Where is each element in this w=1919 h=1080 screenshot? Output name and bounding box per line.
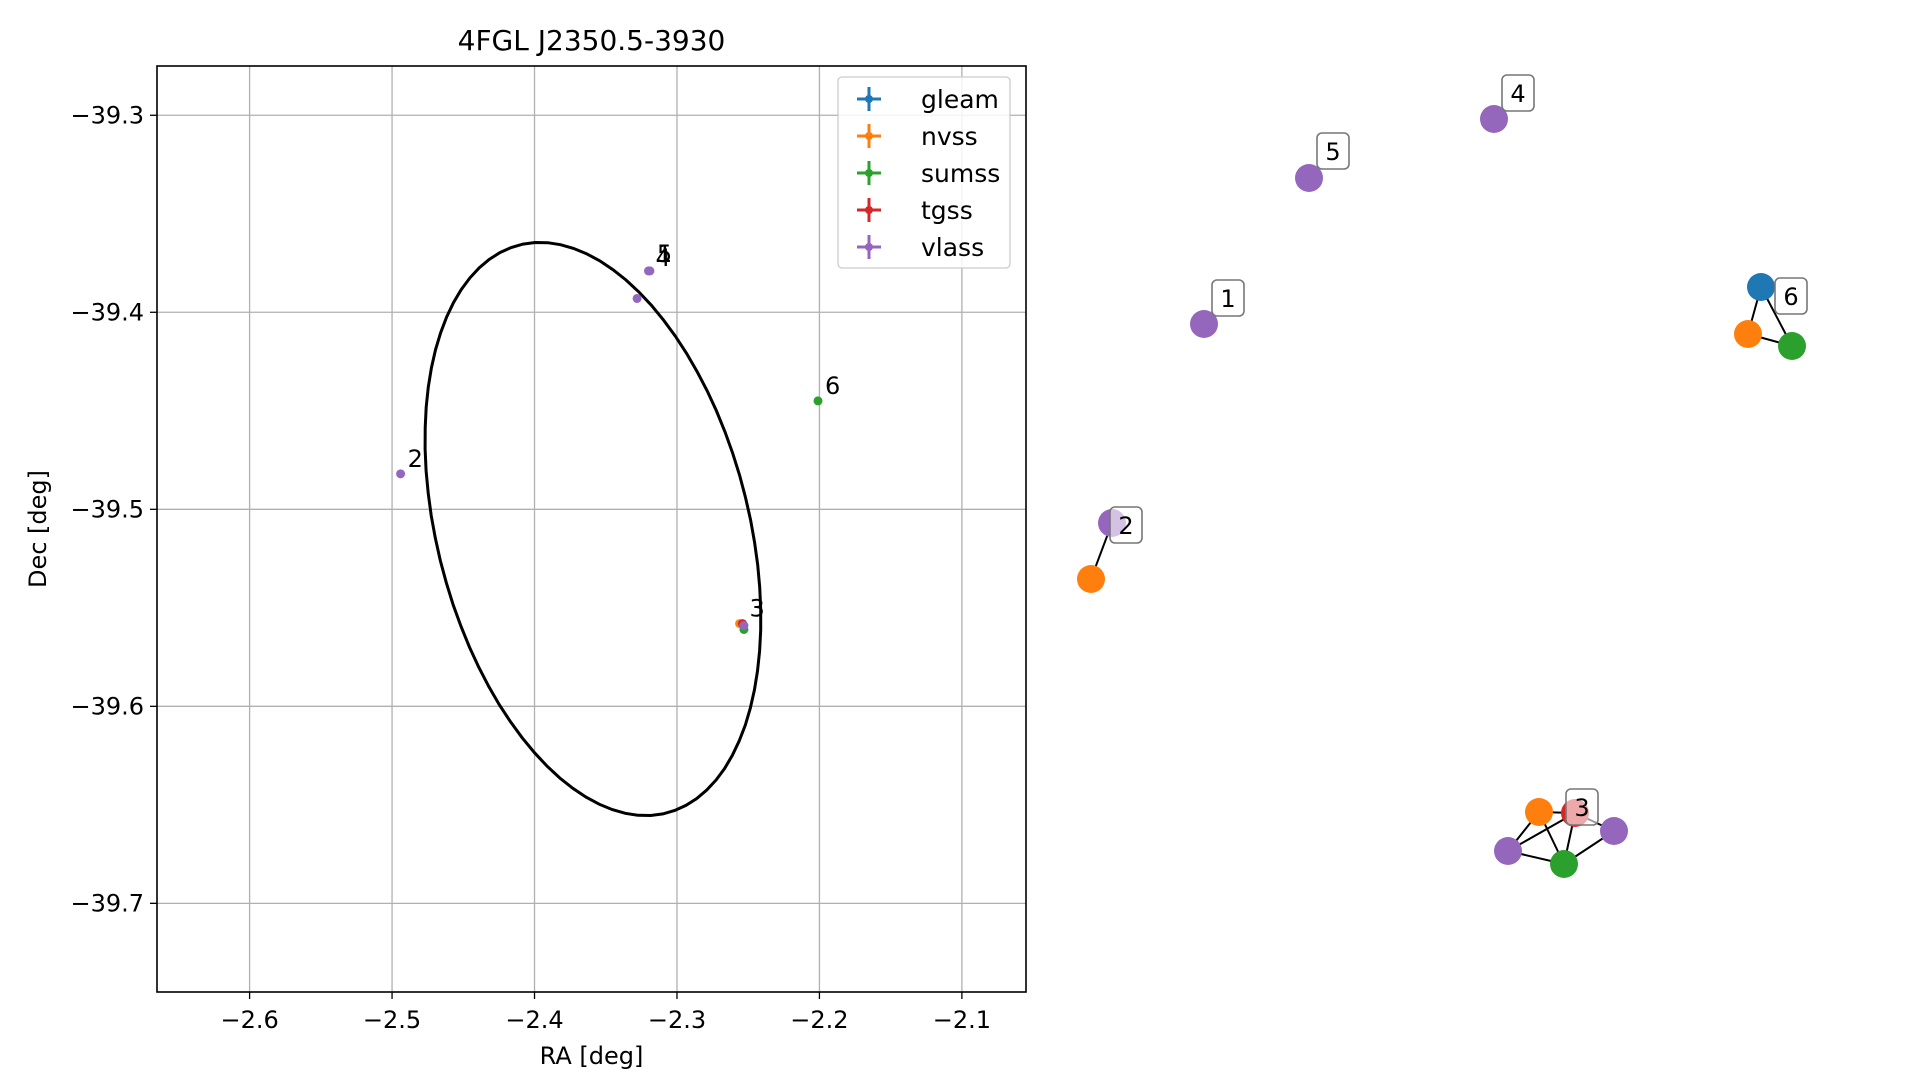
legend-box — [837, 76, 1011, 269]
network-node-label: 3 — [1565, 788, 1599, 826]
node-label-text: 3 — [1574, 794, 1589, 822]
y-tick-label: −39.5 — [70, 495, 144, 523]
legend-entry-tgss: tgss — [857, 196, 973, 225]
legend-entry-nvss: nvss — [857, 122, 978, 151]
network-node — [1747, 273, 1775, 301]
point-label: 5 — [657, 240, 672, 268]
network-node — [1600, 817, 1628, 845]
chart-title: 4FGL J2350.5-3930 — [458, 24, 726, 57]
x-tick-label: −2.3 — [648, 1006, 706, 1034]
legend-marker — [865, 132, 873, 140]
node-label-box — [1109, 506, 1143, 544]
data-point-sumss — [813, 396, 823, 406]
legend-entry-vlass: vlass — [857, 233, 984, 262]
network-node — [1190, 310, 1218, 338]
network-node-label: 5 — [1316, 132, 1350, 170]
node-label-text: 1 — [1220, 285, 1235, 313]
network-node-label: 6 — [1774, 277, 1808, 315]
legend-label: nvss — [921, 122, 978, 151]
network-node — [1525, 798, 1553, 826]
x-tick-label: −2.2 — [790, 1006, 848, 1034]
network-node — [1480, 105, 1508, 133]
data-point-vlass — [645, 266, 655, 276]
data-point-vlass — [632, 293, 642, 303]
x-axis-ticks: −2.6 −2.5 −2.4 −2.3 −2.2 −2.1 — [220, 992, 991, 1034]
network-edges — [1090, 286, 1793, 865]
legend-entry-sumss: sumss — [857, 159, 1000, 188]
node-label-text: 2 — [1118, 512, 1133, 540]
node-label-text: 5 — [1325, 138, 1340, 166]
network-node — [1550, 850, 1578, 878]
legend-entry-gleam: gleam — [857, 85, 999, 114]
network-node — [1734, 320, 1762, 348]
node-label-box — [1316, 132, 1350, 170]
plot-frame — [156, 65, 1027, 993]
y-axis-ticks: −39.3 −39.4 −39.5 −39.6 −39.7 — [70, 101, 157, 917]
legend-label: gleam — [921, 85, 999, 114]
node-label-text: 6 — [1783, 283, 1798, 311]
data-point-vlass — [396, 469, 406, 479]
legend-marker — [865, 243, 873, 251]
y-axis-label: Dec [deg] — [24, 470, 52, 588]
network-node — [1494, 837, 1522, 865]
x-tick-label: −2.5 — [363, 1006, 421, 1034]
network-panel: 1 2 4 5 6 3 — [1077, 74, 1808, 878]
x-axis-label: RA [deg] — [540, 1042, 644, 1070]
x-tick-label: −2.1 — [933, 1006, 991, 1034]
network-node-label: 1 — [1211, 279, 1245, 317]
network-node-label: 4 — [1501, 74, 1535, 112]
legend-marker — [865, 169, 873, 177]
node-label-box — [1501, 74, 1535, 112]
error-ellipse — [423, 240, 763, 818]
node-label-text: 4 — [1510, 80, 1525, 108]
legend-label: sumss — [921, 159, 1000, 188]
network-node-labels: 1 2 4 5 6 3 — [1109, 74, 1808, 826]
data-point-vlass — [739, 621, 749, 631]
node-label-box — [1565, 788, 1599, 826]
y-tick-label: −39.3 — [70, 101, 144, 129]
legend-label: tgss — [921, 196, 973, 225]
error-ellipse-layer — [423, 240, 763, 818]
point-label: 1 — [657, 240, 672, 268]
point-label: 3 — [750, 595, 765, 623]
y-tick-label: −39.4 — [70, 298, 144, 326]
network-node — [1295, 164, 1323, 192]
data-points — [396, 266, 823, 634]
y-tick-label: −39.6 — [70, 692, 144, 720]
node-label-box — [1211, 279, 1245, 317]
network-nodes — [1077, 105, 1806, 878]
network-node — [1077, 565, 1105, 593]
point-annotations: 1 2 3 45 6 — [408, 240, 841, 623]
legend-label: vlass — [921, 233, 984, 262]
point-label: 4 — [655, 244, 670, 272]
point-label: 6 — [825, 372, 840, 400]
x-tick-label: −2.6 — [220, 1006, 278, 1034]
network-node-label: 2 — [1109, 506, 1143, 544]
legend-marker — [865, 95, 873, 103]
legend-marker — [865, 206, 873, 214]
node-label-box — [1774, 277, 1808, 315]
point-label: 2 — [408, 445, 423, 473]
network-node — [1778, 332, 1806, 360]
legend: gleam nvss sumss tgss vlass — [837, 76, 1011, 269]
y-tick-label: −39.7 — [70, 889, 144, 917]
x-tick-label: −2.4 — [505, 1006, 563, 1034]
